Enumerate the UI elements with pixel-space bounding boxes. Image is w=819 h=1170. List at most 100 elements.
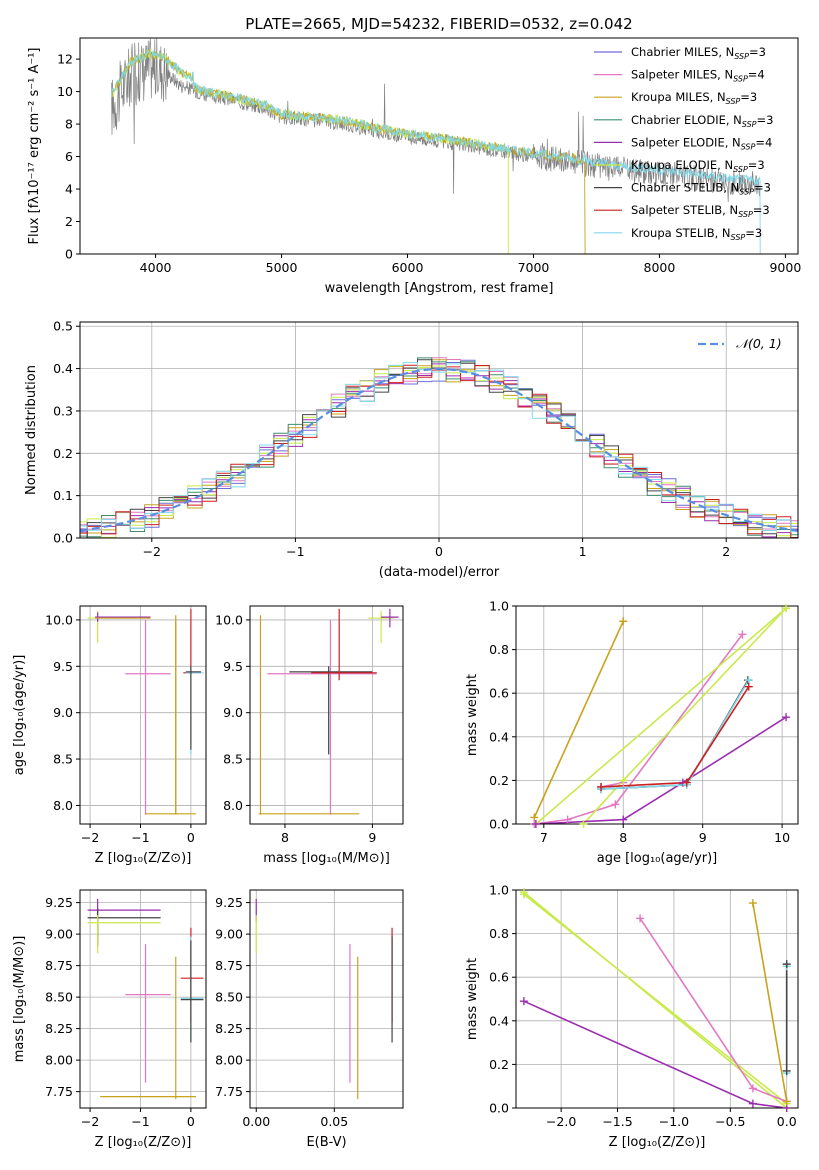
series-marker [682, 778, 691, 787]
x-tick-label: 9 [699, 830, 707, 845]
chart-age-vs-Z: −2 −1 0 8.0 8.5 9.0 9.5 10.0 Z [log₁₀(Z/Z⊙)] age … [12, 605, 207, 866]
y-axis-label: Normed distribution [24, 365, 39, 495]
y-tick-label: 8.5 [53, 752, 73, 767]
series-marker [531, 820, 540, 828]
y-tick-label: 8.50 [215, 990, 243, 1005]
legend-label-main: Kroupa MILES, N [631, 90, 726, 104]
series-marker [611, 800, 620, 809]
histogram-step [80, 357, 798, 538]
chart-age-vs-mass: 8 9 8.0 8.5 9.0 9.5 10.0 mass [log₁₀(M/M⊙)] [215, 605, 404, 866]
series-marker [619, 815, 628, 824]
y-axis-label: mass [log₁₀(M/M⊙)] [12, 936, 27, 1063]
y-tick-label: 10.0 [45, 612, 73, 627]
series-line [535, 716, 787, 824]
legend-label-main: Chabrier STELIB, N [631, 181, 739, 195]
x-tick-label: −2 [81, 830, 99, 845]
x-axis-label: mass [log₁₀(M/M⊙)] [263, 851, 390, 866]
legend-label-suffix: =3 [757, 113, 774, 127]
series-marker [619, 617, 628, 626]
y-tick-label: 2 [65, 214, 73, 229]
histogram-step [80, 365, 798, 538]
x-axis-label: wavelength [Angstrom, rest frame] [325, 281, 554, 296]
axes-frame [79, 37, 799, 255]
y-tick-label: 0 [65, 247, 73, 262]
y-tick-label: 0.6 [489, 970, 509, 985]
x-tick-label: 8 [281, 830, 289, 845]
x-tick-label: −2 [81, 1114, 99, 1129]
y-tick-label: 1.0 [489, 883, 509, 898]
series-line [752, 902, 788, 1102]
x-axis-label: Z [log₁₀(Z/Z⊙)] [609, 1135, 706, 1150]
legend-label-main: Kroupa ELODIE, N [631, 158, 733, 172]
x-tick-label: 5000 [266, 260, 298, 275]
x-tick-label: 8000 [644, 260, 676, 275]
series-marker [519, 997, 528, 1006]
legend-label-suffix: =3 [754, 181, 771, 195]
series-line [523, 1000, 787, 1108]
y-tick-label: 10.0 [215, 612, 243, 627]
y-tick-label: 9.0 [223, 705, 243, 720]
y-axis-label: mass weight [465, 674, 480, 756]
histogram-step [80, 363, 798, 538]
x-tick-label: 9000 [769, 260, 801, 275]
y-tick-label: 8.75 [215, 958, 243, 973]
y-tick-label: 8.00 [45, 1053, 73, 1068]
legend-label: Chabrier ELODIE, NSSP=3 [631, 113, 773, 129]
x-tick-label: 0 [187, 1114, 195, 1129]
x-tick-label: 7000 [518, 260, 550, 275]
legend-label-sub: SSP [733, 75, 748, 84]
x-tick-label: −1 [131, 1114, 149, 1129]
chart-massweight-vs-age: 7 8 9 10 0.0 0.2 0.4 0.6 0.8 1.0 age [log₁₀(age/yr… [465, 599, 799, 866]
axes-frame [79, 889, 207, 1109]
legend-label: Kroupa ELODIE, NSSP=3 [631, 158, 765, 174]
y-tick-label: 0.2 [489, 773, 509, 788]
y-tick-label: 8 [65, 117, 73, 132]
series-marker [563, 815, 572, 824]
normal-curve [80, 367, 798, 532]
y-tick-label: 9.25 [215, 895, 243, 910]
series-marker [748, 1099, 757, 1108]
x-tick-label: −1 [131, 830, 149, 845]
y-axis-label: mass weight [465, 958, 480, 1040]
x-tick-label: −0.5 [715, 1114, 745, 1129]
x-tick-label: 2 [722, 544, 730, 559]
x-axis-label: Z [log₁₀(Z/Z⊙)] [95, 1135, 192, 1150]
legend-label-suffix: =3 [745, 226, 762, 240]
legend-label: Kroupa STELIB, NSSP=3 [631, 226, 762, 242]
chart-massweight-vs-Z: −2.0 −1.5 −1.0 −0.5 0.0 0.0 0.2 0.4 0.6 0.8 1.0 Z [… [465, 883, 799, 1150]
legend-label-suffix: =4 [755, 135, 772, 149]
histogram-step [80, 357, 798, 530]
legend-label-suffix: =3 [748, 158, 765, 172]
y-tick-label: 8.25 [215, 1021, 243, 1036]
series-marker [782, 604, 791, 613]
legend-label-main: Kroupa STELIB, N [631, 226, 731, 240]
chart-mass-vs-Z: −2 −1 0 7.75 8.00 8.25 8.50 8.75 9.00 9.25 Z [log₁… [12, 889, 207, 1150]
x-tick-label: 4000 [140, 260, 172, 275]
y-tick-label: 4 [65, 182, 73, 197]
series-marker [579, 820, 588, 828]
x-tick-label: 0.0 [777, 1114, 797, 1129]
legend-label-main: Salpeter ELODIE, N [631, 135, 741, 149]
y-tick-label: 1.0 [489, 599, 509, 614]
series-marker [744, 682, 753, 691]
y-tick-label: 9.00 [45, 927, 73, 942]
chart-mass-vs-EBV: 0.00 0.05 7.75 8.00 8.25 8.50 8.75 9.00 9.25 E(B-… [215, 889, 404, 1150]
x-axis-label: (data-model)/error [379, 565, 500, 580]
legend-label-sub: SSP [739, 188, 754, 197]
legend-label-suffix: =3 [740, 90, 757, 104]
plot-area [523, 891, 788, 1108]
axes-frame [515, 605, 799, 825]
axes-frame [249, 605, 404, 825]
legend-label: Salpeter ELODIE, NSSP=4 [631, 135, 772, 151]
x-tick-label: 0.05 [320, 1114, 348, 1129]
series-marker [619, 776, 628, 785]
plot-area [255, 898, 393, 1100]
axes-frame [515, 889, 799, 1109]
series-marker [782, 1097, 791, 1106]
data-spectrum-line [111, 38, 761, 203]
y-tick-label: 9.0 [53, 705, 73, 720]
y-tick-label: 0.5 [53, 319, 73, 334]
model-spectrum-line [111, 49, 761, 254]
x-axis-label: age [log₁₀(age/yr)] [597, 851, 718, 866]
